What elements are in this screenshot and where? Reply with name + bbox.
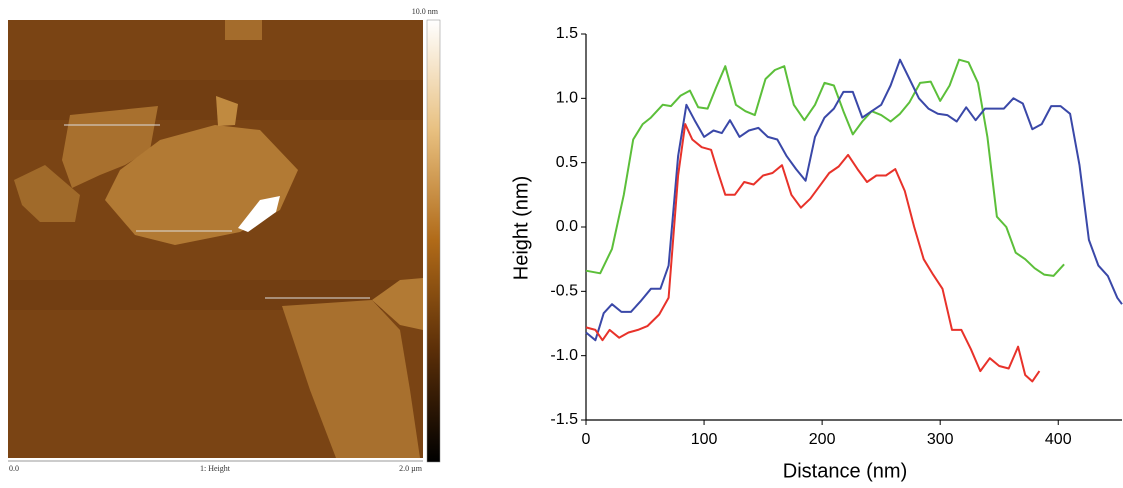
x-tick-label: 300 [927,431,954,448]
y-tick-label: 0.5 [556,154,578,171]
y-axis-title: Height (nm) [510,176,532,280]
y-tick-label: -1.5 [550,411,578,428]
x-axis-title: Distance (nm) [783,460,907,482]
flake [62,106,158,188]
data-line [585,58,1065,277]
afm-channel: 1: Height [200,464,231,473]
afm-band [8,80,423,120]
data-line [585,123,1041,383]
x-tick-label: 200 [809,431,836,448]
particle [238,196,280,232]
y-tick-label: -1.0 [550,347,578,364]
x-tick-label: 400 [1045,431,1072,448]
flake [14,165,80,222]
y-tick-label: 0.0 [556,218,578,235]
flake [216,96,238,126]
y-tick-label: 1.0 [556,90,578,107]
y-tick-label: 1.5 [556,25,578,42]
colorbar-max: 10.0 nm [412,7,439,16]
x-tick-label: 100 [691,431,718,448]
x-tick-label: 0 [582,431,591,448]
data-line [585,58,1123,342]
flake [225,20,262,40]
afm-x-start: 0.0 [9,464,19,473]
colorbar [426,19,441,463]
line-chart: Distance (nm) Height (nm) -1.5 -1.0 -0.5 0.… [510,25,1123,482]
afm-image: 10.0 nm 0.0 1: Height 2.0 µm [8,7,441,473]
flake [372,278,423,330]
y-tick-label: -0.5 [550,283,578,300]
afm-x-end: 2.0 µm [399,464,423,473]
flake [282,300,420,458]
